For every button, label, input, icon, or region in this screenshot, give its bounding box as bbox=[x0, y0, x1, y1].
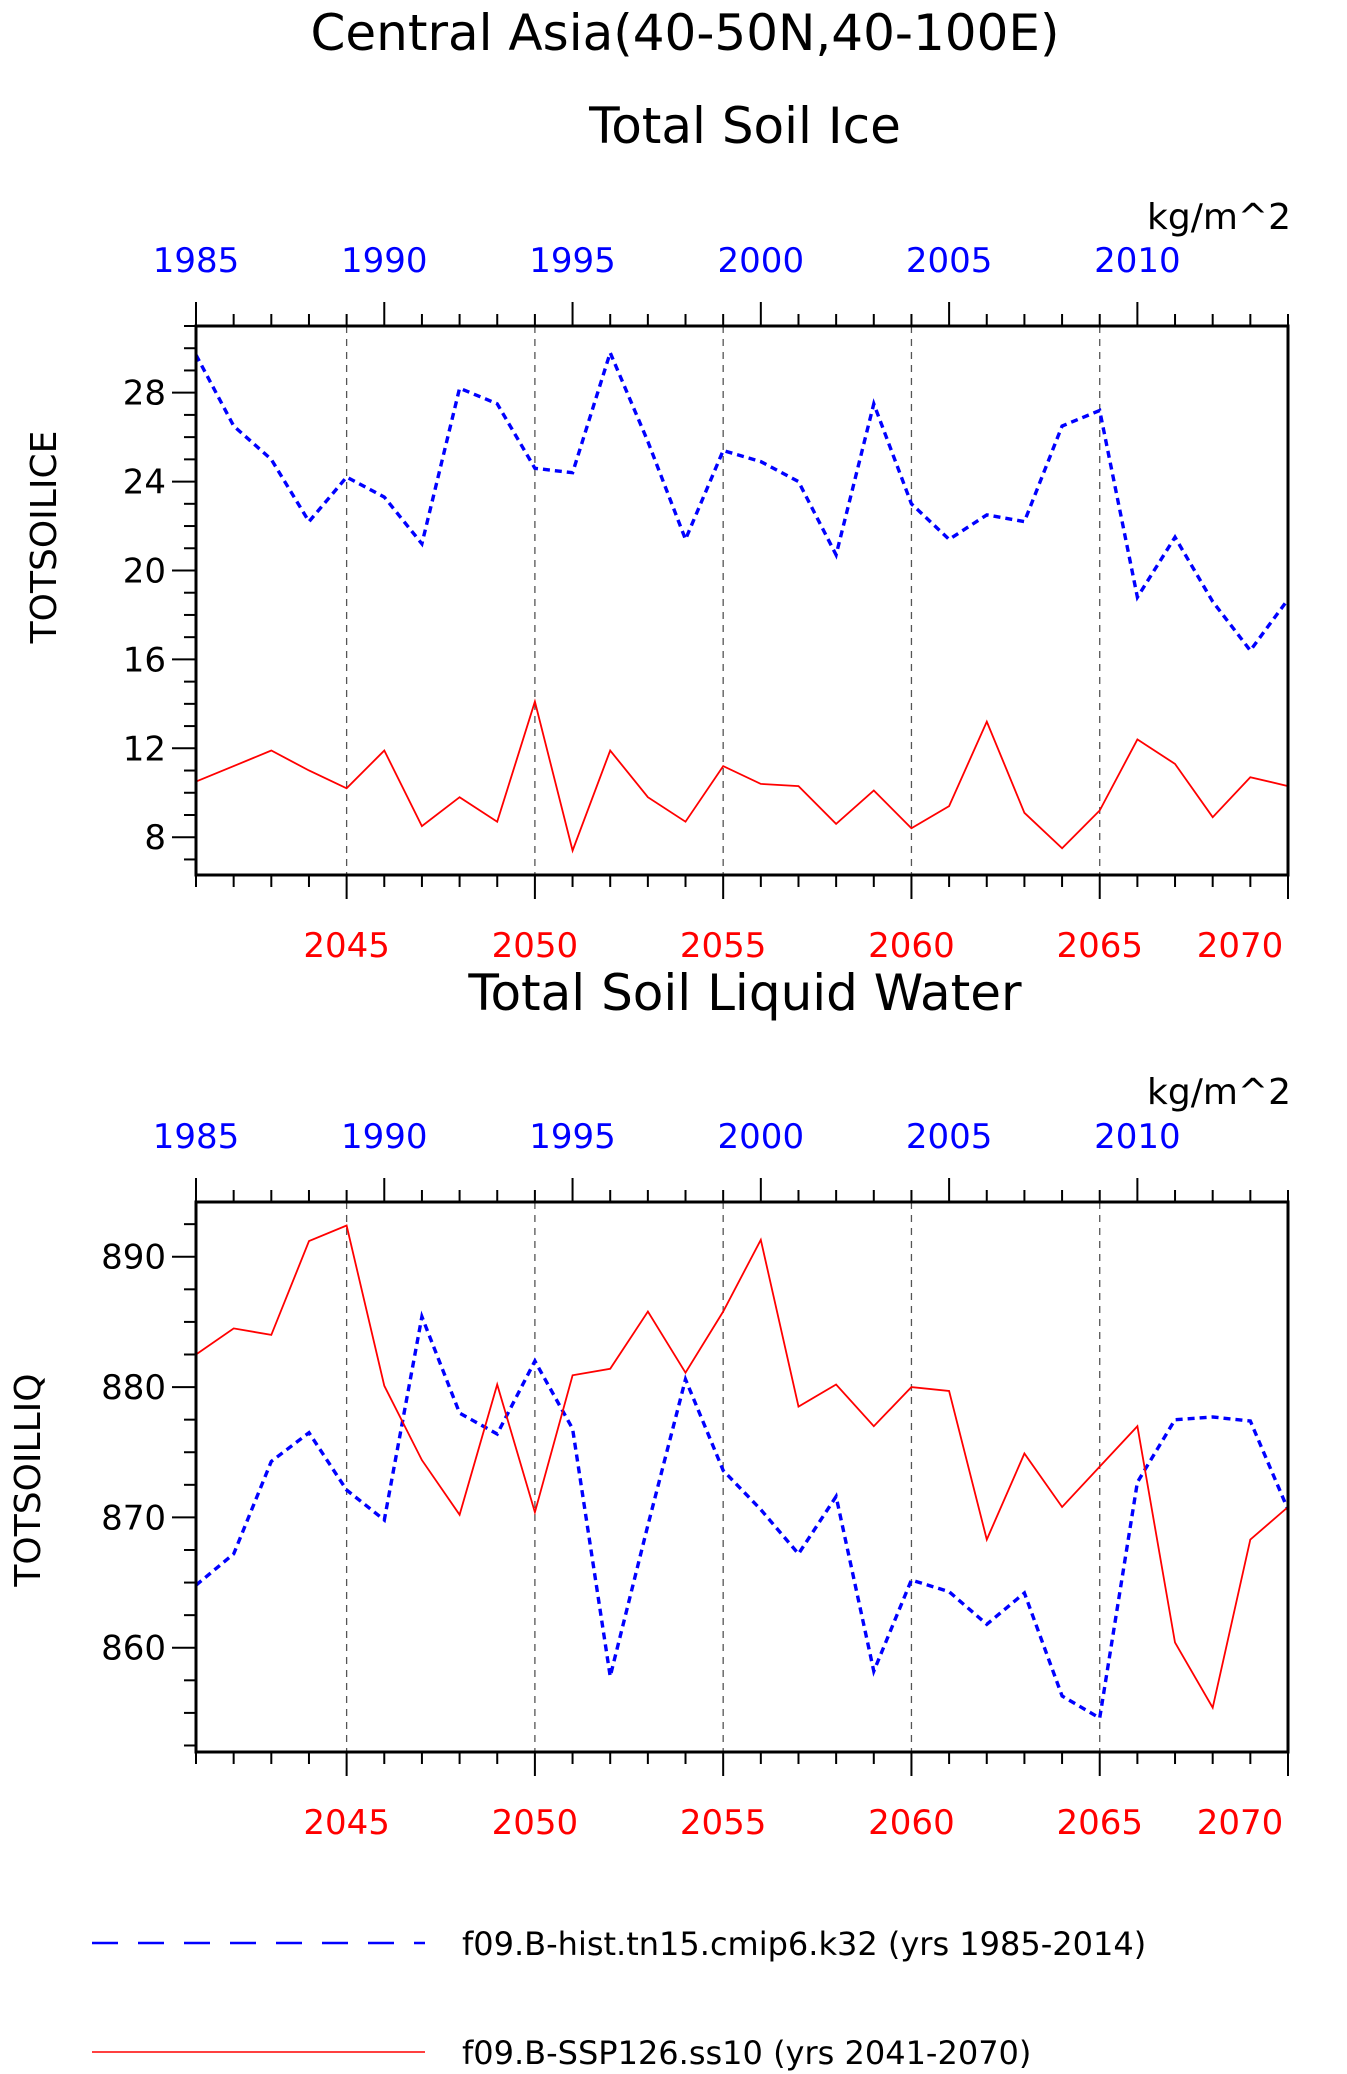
top-x-tick-label: 2000 bbox=[718, 1117, 805, 1157]
tick-marks bbox=[172, 1178, 1289, 1776]
legend-label-ssp: f09.B-SSP126.ss10 (yrs 2041-2070) bbox=[462, 2034, 1031, 2072]
top-x-tick-label: 1995 bbox=[529, 1117, 616, 1157]
bottom-x-tick-label: 2045 bbox=[303, 926, 390, 966]
top-x-tick-label: 1985 bbox=[153, 241, 240, 281]
hist-line bbox=[194, 1310, 1290, 1721]
panel-soil-ice: Total Soil Ice kg/m^2 TOTSOILICE 8 12 16 20… bbox=[24, 97, 1291, 966]
y-tick-label: 24 bbox=[123, 463, 166, 503]
bottom-x-tick-label: 2060 bbox=[868, 926, 955, 966]
top-x-tick-labels: 1985 1990 1995 2000 2005 2010 bbox=[153, 1117, 1181, 1157]
y-tick-labels: 860 870 880 890 bbox=[101, 1238, 166, 1669]
bottom-x-tick-label: 2055 bbox=[680, 926, 767, 966]
top-x-tick-label: 1985 bbox=[153, 1117, 240, 1157]
bottom-x-tick-labels: 2045 2050 2055 2060 2065 2070 bbox=[303, 926, 1283, 966]
y-tick-label: 880 bbox=[101, 1368, 166, 1408]
y-axis-label: TOTSOILLIQ bbox=[8, 1373, 49, 1587]
top-x-tick-label: 1990 bbox=[341, 241, 428, 281]
ssp-line bbox=[195, 698, 1289, 854]
bottom-x-tick-label: 2045 bbox=[303, 1803, 390, 1843]
grid-lines bbox=[345, 326, 1101, 875]
panel-title: Total Soil Liquid Water bbox=[467, 964, 1022, 1022]
bottom-x-tick-label: 2065 bbox=[1056, 926, 1143, 966]
plot-frame bbox=[194, 1200, 1290, 1754]
top-x-tick-label: 2010 bbox=[1094, 241, 1181, 281]
y-tick-label: 20 bbox=[123, 551, 166, 591]
ssp-line bbox=[195, 1224, 1289, 1711]
series-ssp bbox=[195, 1224, 1289, 1711]
tick-marks bbox=[172, 302, 1289, 899]
plot-axes bbox=[194, 1200, 1290, 1754]
bottom-x-tick-label: 2055 bbox=[680, 1803, 767, 1843]
top-x-tick-label: 2010 bbox=[1094, 1117, 1181, 1157]
y-tick-label: 12 bbox=[123, 729, 166, 769]
panel-title: Total Soil Ice bbox=[588, 97, 901, 155]
series-ssp bbox=[195, 698, 1289, 854]
bottom-x-tick-label: 2070 bbox=[1197, 1803, 1284, 1843]
top-x-tick-label: 2005 bbox=[906, 1117, 993, 1157]
top-x-tick-labels: 1985 1990 1995 2000 2005 2010 bbox=[153, 241, 1181, 281]
figure-title: Central Asia(40-50N,40-100E) bbox=[310, 4, 1059, 62]
series-hist bbox=[194, 1310, 1290, 1721]
plot-frame bbox=[194, 324, 1290, 877]
y-tick-label: 870 bbox=[101, 1498, 166, 1538]
y-tick-label: 16 bbox=[123, 640, 166, 680]
bottom-x-tick-label: 2050 bbox=[492, 926, 579, 966]
y-tick-label: 8 bbox=[144, 818, 166, 858]
top-x-tick-label: 2005 bbox=[906, 241, 993, 281]
bottom-x-tick-labels: 2045 2050 2055 2060 2065 2070 bbox=[303, 1803, 1283, 1843]
grid-lines bbox=[345, 1202, 1101, 1752]
legend: f09.B-hist.tn15.cmip6.k32 (yrs 1985-2014… bbox=[92, 1925, 1146, 2072]
y-axis-label: TOTSOILICE bbox=[24, 431, 65, 645]
plot-axes bbox=[194, 324, 1290, 877]
bottom-x-tick-label: 2050 bbox=[492, 1803, 579, 1843]
bottom-x-tick-label: 2065 bbox=[1056, 1803, 1143, 1843]
units-label: kg/m^2 bbox=[1147, 1072, 1291, 1113]
y-tick-label: 890 bbox=[101, 1238, 166, 1278]
y-tick-labels: 8 12 16 20 24 28 bbox=[123, 374, 166, 859]
top-x-tick-label: 2000 bbox=[718, 241, 805, 281]
bottom-x-tick-label: 2070 bbox=[1197, 926, 1284, 966]
top-x-tick-label: 1995 bbox=[529, 241, 616, 281]
legend-label-hist: f09.B-hist.tn15.cmip6.k32 (yrs 1985-2014… bbox=[462, 1925, 1146, 1963]
units-label: kg/m^2 bbox=[1147, 197, 1291, 238]
y-tick-label: 860 bbox=[101, 1629, 166, 1669]
top-x-tick-label: 1990 bbox=[341, 1117, 428, 1157]
y-tick-label: 28 bbox=[123, 374, 166, 414]
panel-soil-liquid: Total Soil Liquid Water kg/m^2 TOTSOILLI… bbox=[8, 964, 1291, 1843]
series-hist bbox=[194, 347, 1290, 654]
bottom-x-tick-label: 2060 bbox=[868, 1803, 955, 1843]
hist-line bbox=[194, 347, 1290, 654]
